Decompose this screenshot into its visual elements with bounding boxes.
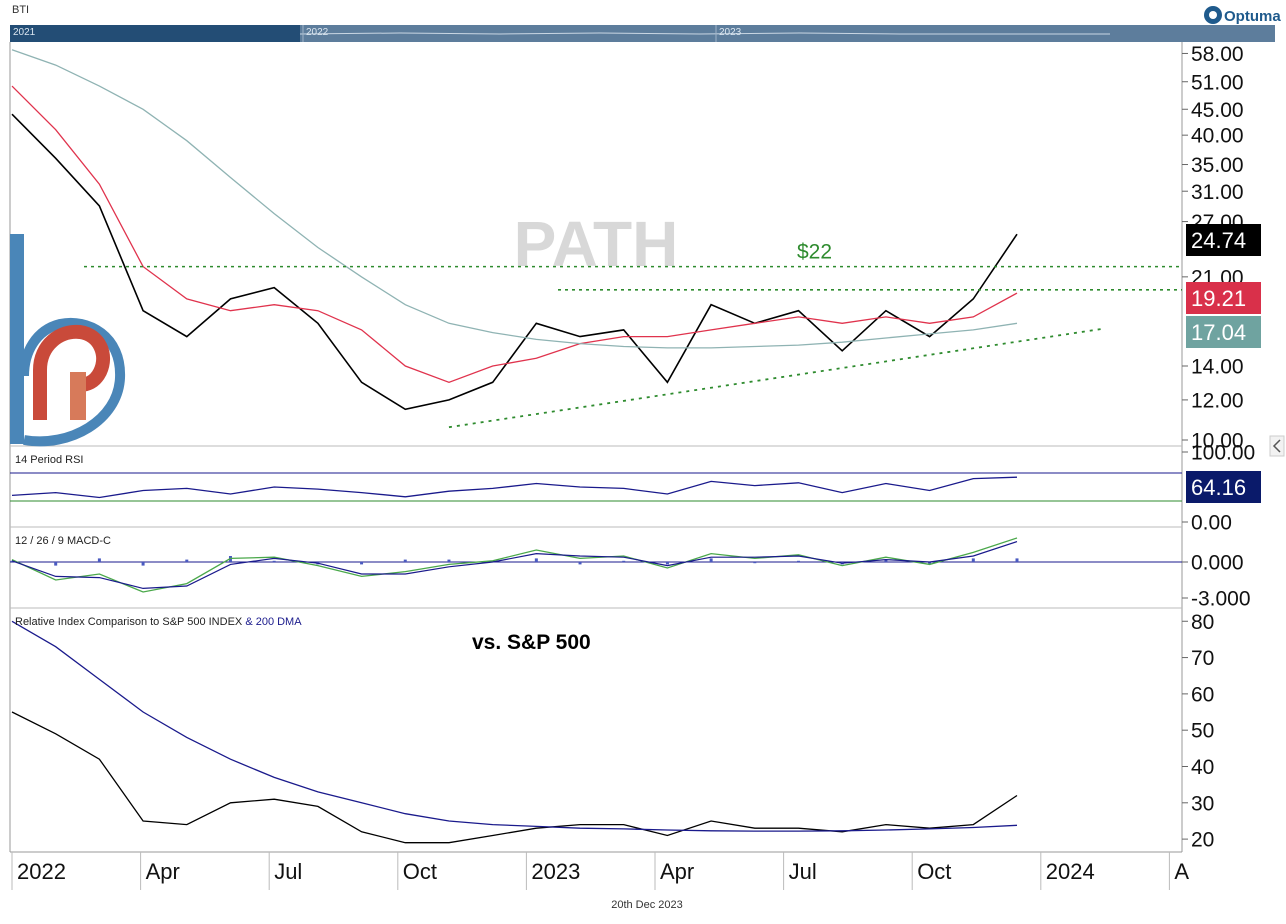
relative-line	[11, 711, 1018, 844]
last-price-tag-bg	[1186, 224, 1261, 256]
last-price-tag: 24.74	[1191, 228, 1246, 253]
rsi-panel	[10, 472, 1182, 502]
y-axes: 58.0051.0045.0040.0035.0031.0027.0021.00…	[1182, 43, 1261, 852]
timeline-label-2022: 2022	[306, 27, 329, 38]
rsi-title: 14 Period RSI	[15, 454, 83, 466]
price-line	[11, 113, 1018, 411]
x-tick-label: Apr	[146, 859, 180, 884]
ma-50-line	[11, 85, 1018, 383]
ma-200-tag: 17.04	[1191, 320, 1246, 345]
x-tick-label: A	[1174, 859, 1189, 884]
macd-signal-line	[11, 541, 1018, 590]
watermark: PATH	[514, 208, 679, 280]
timeline-label-2021: 2021	[13, 27, 36, 38]
relative-y-tick-label: 60	[1191, 683, 1214, 706]
price-y-tick-label: 45.00	[1191, 99, 1244, 122]
relative-annotation: vs. S&P 500	[472, 631, 591, 654]
rsi-value-tag-bg	[1186, 471, 1261, 503]
x-tick-label: Oct	[917, 859, 951, 884]
price-panel: $22	[11, 49, 1182, 429]
x-tick-label: Jul	[789, 859, 817, 884]
ma-200-tag-bg	[1186, 316, 1261, 348]
ma-50-tag: 19.21	[1191, 286, 1246, 311]
panel-frames	[9, 42, 1183, 853]
price-y-tick-label: 31.00	[1191, 181, 1244, 204]
support-trendline	[448, 327, 1105, 429]
price-y-tick-label: 10.00	[1191, 430, 1244, 453]
timeline-label-2023: 2023	[719, 27, 742, 38]
brand-logo	[10, 234, 126, 447]
relative-y-tick-label: 80	[1191, 611, 1214, 634]
relative-y-tick-label: 20	[1191, 829, 1214, 852]
timeline-navigator[interactable]: 2021 2022 2023	[10, 25, 1275, 42]
relative-y-tick-label: 50	[1191, 720, 1214, 743]
rsi-value-tag: 64.16	[1191, 475, 1246, 500]
macd-panel	[10, 537, 1182, 593]
expand-arrow-icon[interactable]	[1269, 435, 1285, 457]
price-y-tick-label: 14.00	[1191, 356, 1244, 379]
relative-y-tick-label: 30	[1191, 792, 1214, 815]
price-y-tick-label: 51.00	[1191, 71, 1244, 94]
ma-50-tag-bg	[1186, 282, 1261, 314]
macd-title: 12 / 26 / 9 MACD-C	[15, 535, 111, 547]
relative-y-tick-label: 70	[1191, 647, 1214, 670]
rsi-y-tick-label: 100.00	[1191, 442, 1255, 465]
price-y-tick-label: 58.00	[1191, 43, 1244, 66]
timeline-selection[interactable]	[10, 25, 300, 42]
relative-200dma-line	[11, 620, 1018, 832]
x-tick-label: 2022	[17, 859, 66, 884]
rsi-y-tick-label: 0.00	[1191, 512, 1232, 535]
x-tick-label: Oct	[403, 859, 437, 884]
price-y-tick-label: 12.00	[1191, 389, 1244, 412]
price-y-tick-label: 35.00	[1191, 154, 1244, 177]
optuma-logo: Optuma	[1204, 6, 1281, 25]
x-axis: 2022 Apr Jul Oct 2023 Apr Jul Oct 2024 A	[11, 852, 1189, 890]
macd-line	[11, 537, 1018, 593]
rsi-line	[11, 476, 1018, 499]
resistance-label: $22	[797, 241, 832, 264]
macd-y-tick-label: 0.000	[1191, 552, 1244, 575]
footer-date: 20th Dec 2023	[611, 899, 683, 911]
symbol-label: BTI	[12, 4, 29, 16]
x-tick-label: Apr	[660, 859, 694, 884]
ma-200-line	[11, 49, 1018, 349]
relative-title: Relative Index Comparison to S&P 500 IND…	[15, 616, 302, 628]
price-y-tick-label: 40.00	[1191, 125, 1244, 148]
x-tick-label: 2024	[1046, 859, 1095, 884]
relative-y-tick-label: 40	[1191, 756, 1214, 779]
brand-name: Optuma	[1224, 8, 1281, 25]
x-tick-label: Jul	[274, 859, 302, 884]
macd-y-tick-label: -3.000	[1191, 588, 1251, 611]
x-tick-label: 2023	[531, 859, 580, 884]
relative-panel	[11, 620, 1018, 844]
